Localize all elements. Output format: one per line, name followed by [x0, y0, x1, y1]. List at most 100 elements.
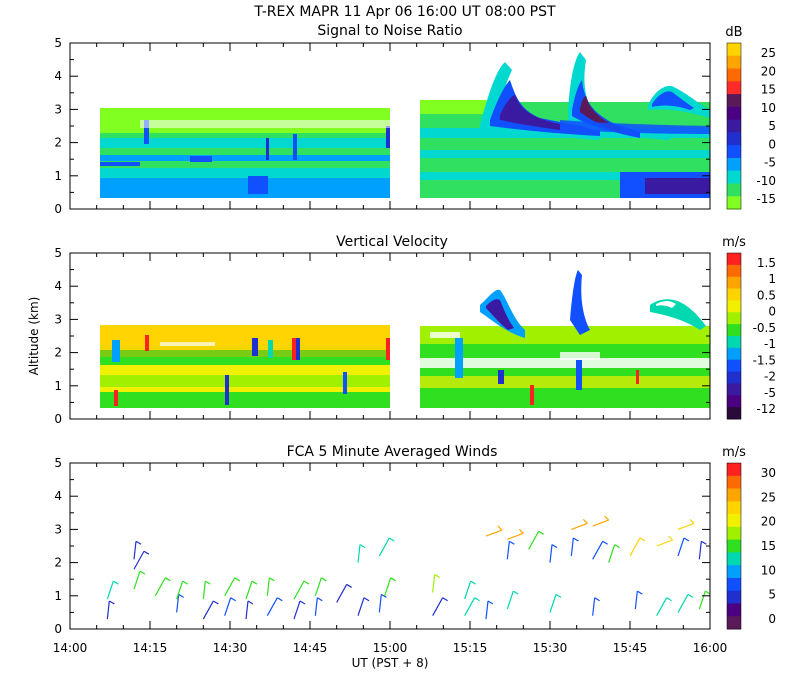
y-tick-label: 2: [54, 136, 62, 150]
snr-region: [386, 126, 390, 148]
wind-barb-flag: [251, 580, 258, 585]
wind-barb-flag: [689, 518, 695, 524]
colorbar-frame: [726, 42, 742, 210]
colorbar-swatch: [727, 264, 741, 278]
wind-barb-flag: [594, 597, 600, 602]
wind-barb: [677, 522, 695, 530]
colorbar-swatch: [727, 196, 741, 210]
wind-barb: [677, 537, 685, 557]
wind-barb-flag: [390, 577, 396, 582]
wind-barb-flag: [538, 530, 544, 535]
snr-region: [144, 120, 149, 144]
snr-region: [190, 156, 212, 162]
y-tick-label: 0: [54, 622, 62, 636]
colorbar-swatch: [727, 106, 741, 121]
colorbar-swatch: [727, 43, 741, 57]
vvel-region: [560, 352, 600, 360]
colorbar-swatch: [727, 145, 741, 159]
wind-barb: [133, 541, 137, 560]
wind-barb-flag: [213, 600, 219, 605]
snr-region: [100, 162, 140, 166]
wind-barb: [224, 577, 236, 597]
colorbar-swatch: [727, 132, 741, 146]
wind-barb: [698, 590, 706, 610]
wind-barb-flag: [639, 537, 646, 542]
wind-barb: [266, 597, 278, 617]
y-tick-label: 4: [54, 279, 62, 293]
wind-barb-flag: [573, 537, 579, 542]
panel-title-vvel: Vertical Velocity: [336, 234, 448, 250]
wind-barb: [432, 574, 436, 593]
wind-barb-flag: [518, 528, 524, 534]
wind-barb: [378, 537, 390, 557]
figure-title: T-REX MAPR 11 Apr 06 16:00 UT 08:00 PST: [253, 4, 556, 20]
colorbar-swatch: [727, 81, 741, 95]
wind-barb: [592, 519, 609, 527]
colorbar-label: -15: [756, 192, 776, 206]
y-tick-label: 4: [54, 69, 62, 83]
colorbar-swatch: [727, 577, 741, 592]
snr-region: [100, 155, 390, 161]
colorbar-swatch: [727, 407, 741, 420]
wind-barb-flag: [602, 540, 608, 545]
y-tick-label: 4: [54, 489, 62, 503]
panel-title-snr: Signal to Noise Ratio: [317, 23, 462, 39]
colorbar-label: -1.5: [753, 353, 776, 367]
x-tick-label: 14:45: [293, 641, 328, 655]
vvel-plume: [486, 299, 514, 330]
wind-barb-flag: [234, 577, 240, 582]
colorbar-swatch: [727, 552, 741, 566]
vvel-panel: 0 1 2 3 4 5 Altitude (km): [27, 246, 711, 426]
wind-barb-flag: [113, 580, 119, 585]
snr-region: [420, 100, 500, 114]
colorbar-swatch: [727, 170, 741, 184]
vvel-region: [636, 370, 639, 384]
colorbar-unit: dB: [725, 25, 742, 40]
snr-y-ticks: 0 1 2 3 4 5: [54, 36, 710, 216]
wind-barb-flag: [178, 593, 184, 598]
wind-barb: [202, 600, 214, 620]
vvel-region: [225, 375, 229, 405]
wind-barb-flag: [668, 535, 674, 541]
colorbar-label: 5: [768, 119, 776, 133]
wind-barb: [106, 600, 110, 620]
colorbar-unit: m/s: [722, 235, 746, 250]
wind-barb-flag: [470, 580, 476, 585]
wind-barb: [357, 597, 365, 616]
y-tick-label: 5: [54, 246, 62, 260]
colorbar-swatch: [727, 276, 741, 290]
winds-x-ticks: [69, 463, 711, 629]
vvel-plume: [570, 270, 590, 335]
wind-barb: [176, 594, 180, 613]
wind-barb: [629, 537, 641, 557]
x-tick-label: 14:30: [213, 641, 248, 655]
vvel-heatmap: [100, 270, 710, 408]
y-tick-label: 0: [54, 412, 62, 426]
wind-barb-flag: [247, 600, 254, 605]
x-tick-label: 15:45: [613, 641, 648, 655]
vvel-region: [100, 325, 390, 345]
vvel-region: [430, 332, 460, 338]
wind-barb-flag: [346, 583, 352, 588]
vvel-region: [268, 340, 273, 358]
wind-barb: [506, 541, 510, 560]
colorbar-swatch: [727, 300, 741, 313]
wind-barb-flag: [359, 544, 366, 549]
snr-heatmap: [100, 52, 710, 198]
wind-barb: [245, 600, 249, 620]
snr-region: [266, 138, 269, 160]
vvel-x-ticks: [69, 253, 711, 419]
colorbar-swatch: [727, 55, 741, 70]
vvel-y-ticks: 0 1 2 3 4 5: [54, 246, 710, 426]
wind-barb: [592, 540, 604, 560]
wind-barb: [549, 544, 553, 563]
wind-barb-flag: [637, 590, 643, 595]
wind-barb: [336, 584, 348, 603]
colorbar-swatch: [727, 395, 741, 408]
vvel-region: [100, 350, 390, 365]
vvel-region: [100, 345, 390, 357]
wind-barb-flag: [139, 570, 146, 575]
wind-barb-flag: [701, 540, 707, 545]
wind-barb: [202, 581, 206, 600]
